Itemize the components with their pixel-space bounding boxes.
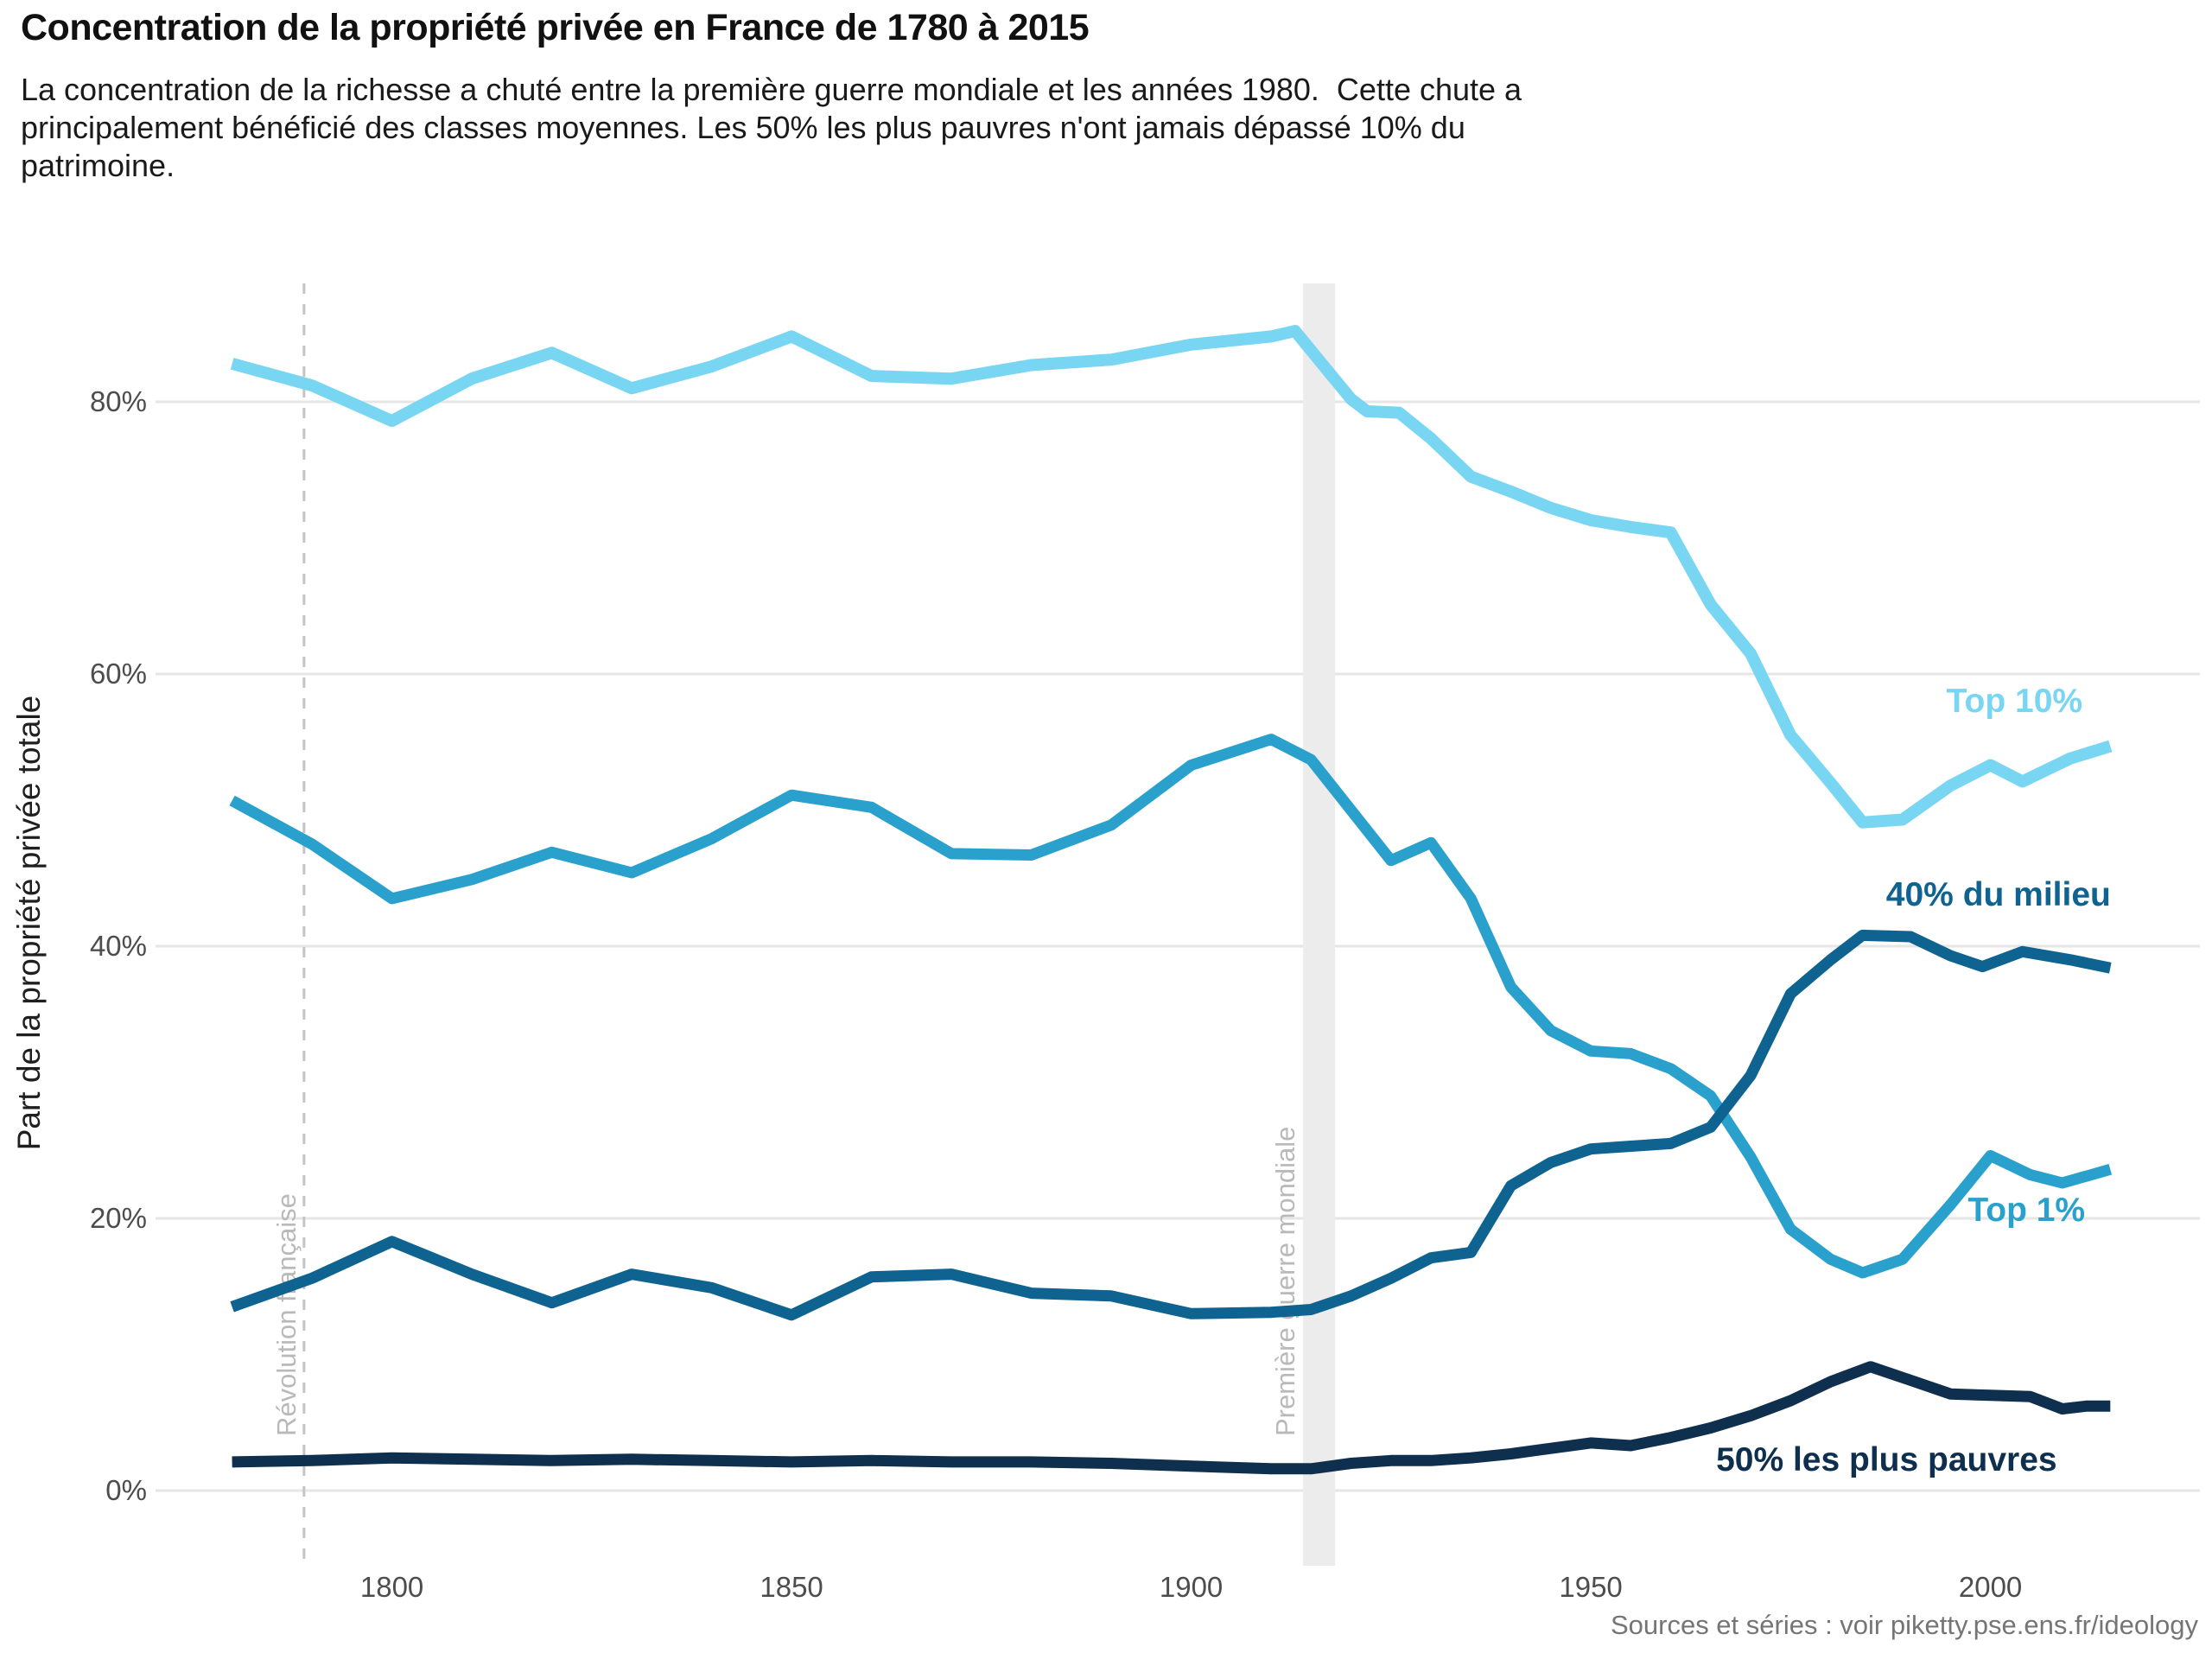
y-tick-label-20: 20% (90, 1202, 147, 1234)
y-tick-label-80: 80% (90, 385, 147, 417)
x-tick-label-1850: 1850 (760, 1571, 823, 1603)
page-subtitle-line-2: principalement bénéficié des classes moy… (21, 110, 1465, 145)
series-labels: Top 10% Top 1% 40% du milieu 50% les plus p… (1716, 683, 2111, 1478)
series-line-top10 (230, 325, 2113, 829)
series-line-mid40 (230, 929, 2112, 1321)
series-line-bot50 (232, 1361, 2111, 1475)
x-axis-ticks: 1800 1850 1900 1950 2000 (360, 1571, 2022, 1603)
series-label-top1: Top 1% (1967, 1192, 2085, 1229)
x-tick-label-2000: 2000 (1959, 1571, 2022, 1603)
source-note: Sources et séries : voir piketty.pse.ens… (1610, 1610, 2198, 1640)
y-axis-ticks: 0% 20% 40% 60% 80% (90, 385, 147, 1506)
annotation-label-revolution: Révolution française (271, 1193, 302, 1436)
annotation-label-wwi: Première guerre mondiale (1270, 1127, 1300, 1436)
series-label-top10: Top 10% (1947, 683, 2082, 720)
y-axis-title: Part de la propriété privée totale (11, 696, 47, 1151)
x-tick-label-1950: 1950 (1559, 1571, 1622, 1603)
series-lines (229, 325, 2113, 1475)
page-subtitle: La concentration de la richesse a chuté … (21, 71, 1522, 185)
annotations: Révolution française Première guerre mond… (271, 283, 1336, 1566)
x-tick-label-1900: 1900 (1160, 1571, 1223, 1603)
series-label-bot50: 50% les plus pauvres (1716, 1441, 2057, 1478)
y-tick-label-0: 0% (105, 1474, 147, 1506)
series-label-mid40: 40% du milieu (1886, 876, 2111, 913)
x-tick-label-1800: 1800 (360, 1571, 423, 1603)
y-tick-label-40: 40% (90, 930, 147, 962)
series-line-top1 (229, 734, 2113, 1279)
page-subtitle-line-1: La concentration de la richesse a chuté … (21, 72, 1522, 107)
page-subtitle-line-3: patrimoine. (21, 148, 175, 183)
y-tick-label-60: 60% (90, 658, 147, 690)
y-axis-title-group: Part de la propriété privée totale (11, 696, 47, 1151)
page-title: Concentration de la propriété privée en … (21, 7, 1090, 48)
annotation-band-wwi (1303, 283, 1336, 1566)
gridlines (156, 400, 2200, 1492)
